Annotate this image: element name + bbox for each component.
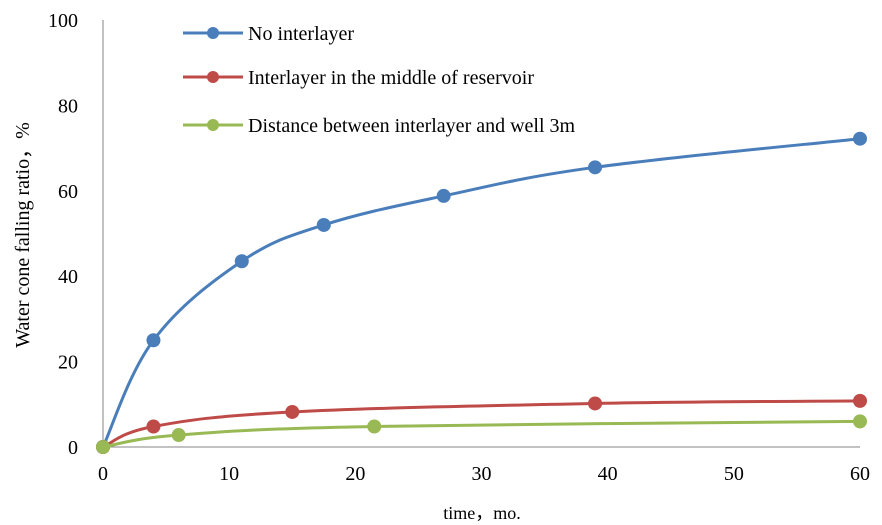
series-3 [96,414,867,454]
legend-swatch-marker [207,119,219,131]
data-point [588,160,603,175]
y-axis-label: Water cone falling ratio，% [12,122,34,348]
data-point [436,188,451,203]
legend-swatch-marker [207,27,219,39]
legend-swatch-marker [207,71,219,83]
x-tick-label: 40 [598,463,618,485]
x-tick-label: 30 [472,463,492,485]
x-tick-label: 50 [724,463,744,485]
y-tick-label: 0 [68,437,78,459]
y-tick-label: 20 [58,352,78,374]
legend-label: Distance between interlayer and well 3m [248,115,576,137]
x-tick-label: 60 [850,463,870,485]
y-tick-labels: 0 20 40 60 80 100 [48,10,78,459]
x-tick-label: 20 [345,463,365,485]
legend-item: Interlayer in the middle of reservoir [183,67,534,89]
series-layer [96,131,867,454]
data-point [96,440,110,454]
data-point [588,396,603,411]
series-line [102,419,861,449]
legend-item: Distance between interlayer and well 3m [183,115,576,137]
series-1 [96,131,867,454]
data-point [171,428,186,443]
data-point [234,254,249,269]
data-point [146,333,161,348]
legend: No interlayer Interlayer in the middle of… [183,23,576,137]
data-point [146,419,161,434]
axes [102,20,860,448]
x-tick-label: 0 [98,463,108,485]
data-point [285,404,300,419]
x-axis-label: time，mo. [443,503,521,523]
data-point [853,393,867,408]
x-tick-labels: 0 10 20 30 40 50 60 [98,463,870,485]
y-tick-label: 60 [58,181,78,203]
y-tick-label: 100 [48,10,78,32]
x-tick-label: 10 [219,463,239,485]
data-point [367,419,382,434]
legend-label: No interlayer [248,23,354,45]
legend-label: Interlayer in the middle of reservoir [248,67,534,89]
y-tick-label: 40 [58,266,78,288]
data-point [853,131,867,146]
legend-item: No interlayer [183,23,354,45]
data-point [853,414,867,429]
y-tick-label: 80 [58,95,78,117]
data-point [316,217,331,232]
